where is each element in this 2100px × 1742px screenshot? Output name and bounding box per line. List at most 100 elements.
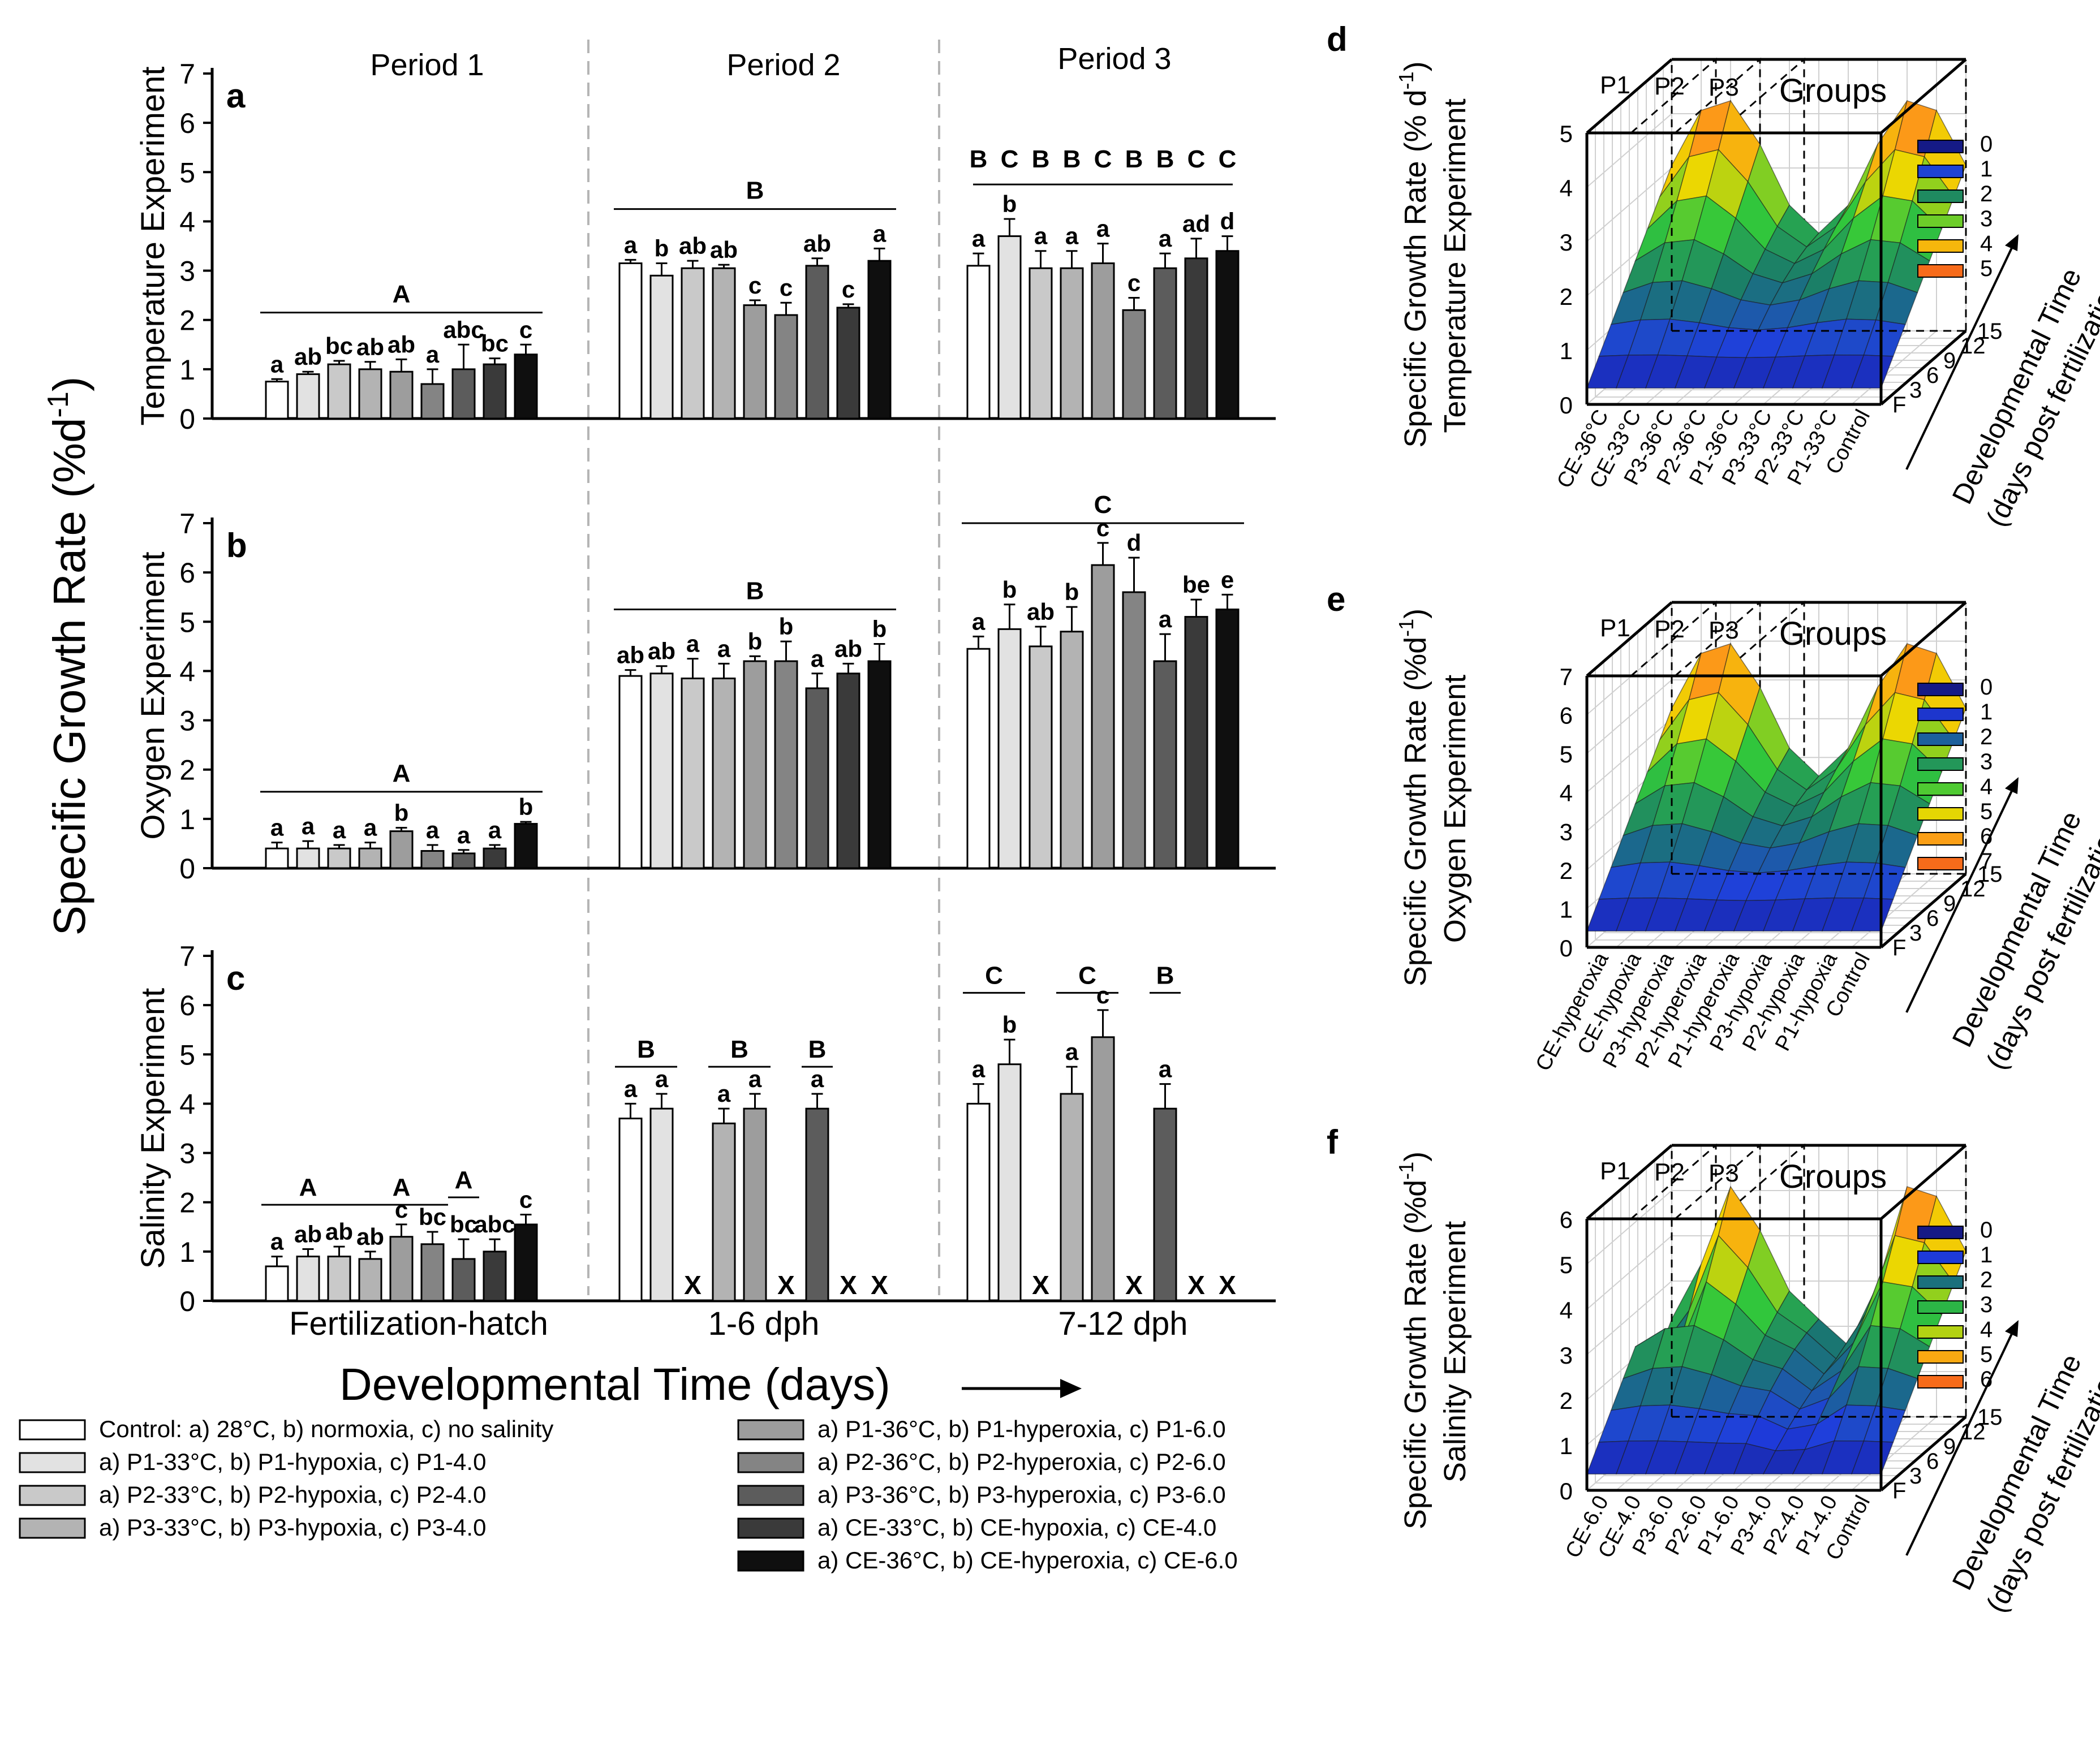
period-label: P1 (1600, 71, 1630, 99)
significance-letter: a (811, 1066, 824, 1092)
colorbar-label: 1 (1980, 157, 1993, 182)
z-tick-label: 2 (1560, 283, 1573, 310)
colorbar-swatch (1917, 1251, 1964, 1264)
bar (451, 1258, 476, 1302)
bar (296, 847, 320, 869)
period-3-label: Period 3 (1057, 42, 1171, 76)
panel-label-e: e (1327, 580, 1345, 618)
bar (649, 1107, 674, 1302)
group-letter: C (1187, 145, 1206, 173)
y-tick-label: 1 (179, 804, 195, 835)
z-tick-label: 3 (1560, 229, 1573, 256)
significance-letter: b (748, 628, 763, 654)
significance-letter: a (624, 1075, 638, 1102)
significance-letter: bc (481, 330, 509, 357)
bar (681, 678, 705, 869)
y-tick-label: 3 (179, 1138, 195, 1170)
bar (712, 678, 736, 869)
x-category-1: Fertilization-hatch (289, 1305, 548, 1342)
panel-ylabel-c: Salinity Experiment (135, 988, 171, 1269)
bar (805, 687, 829, 869)
y-tick-label: 0 (179, 1286, 195, 1317)
time-arrow-head (2005, 234, 2019, 251)
grid-line (1851, 1416, 1937, 1491)
z-tick-label: 5 (1560, 741, 1573, 767)
significance-letter: b (519, 794, 533, 820)
significance-letter: a (302, 813, 315, 839)
significance-letter: b (394, 800, 409, 826)
bar (358, 368, 382, 420)
z-tick-label: 6 (1560, 702, 1573, 729)
bar (1184, 257, 1208, 420)
panel-ylabel-a: Temperature Experiment (135, 66, 171, 425)
significance-letter: ab (294, 343, 322, 370)
significance-letter: a (457, 822, 471, 848)
significance-letter: ab (834, 635, 862, 662)
legend-swatch (19, 1517, 86, 1539)
bar (1060, 631, 1084, 869)
bar (805, 1107, 829, 1302)
bar (389, 830, 414, 869)
surface-ylabel-close: ) (1398, 1152, 1432, 1162)
y-tick-label: 0 (179, 403, 195, 435)
missing-marker: X (1125, 1270, 1143, 1300)
time-tick-label: 3 (1909, 378, 1922, 403)
panel-label-c: c (226, 959, 245, 997)
colorbar-label: 3 (1980, 749, 1993, 774)
bar (1060, 267, 1084, 420)
colorbar-swatch (1917, 165, 1964, 178)
surface-ylabel-experiment: Oxygen Experiment (1438, 675, 1472, 943)
legend: Control: a) 28°C, b) normoxia, c) no sal… (19, 1416, 1238, 1573)
significance-letter: ab (1027, 598, 1055, 625)
legend-item-label: a) P3-33°C, b) P3-hypoxia, c) P3-4.0 (99, 1514, 486, 1541)
missing-marker: X (1219, 1270, 1236, 1300)
significance-letter: a (1159, 1056, 1172, 1083)
y-axis-title: Specific Growth Rate (%d-1) (42, 377, 94, 936)
panel-label-b: b (226, 527, 247, 564)
time-tick-label: 6 (1926, 1449, 1939, 1474)
missing-marker: X (777, 1270, 795, 1300)
bar (836, 672, 860, 869)
z-tick-label: 3 (1560, 818, 1573, 845)
cube-edge (1880, 330, 1967, 406)
significance-letter: a (1065, 1038, 1079, 1065)
group-letter: B (1032, 145, 1050, 173)
bar (389, 370, 414, 420)
surface-ylabel: Specific Growth Rate (%d-1) (1395, 1152, 1432, 1529)
cube-edge (1880, 873, 1967, 948)
colorbar-swatch (1917, 140, 1964, 153)
time-tick-label: 15 (1977, 319, 2003, 344)
significance-letter: abc (443, 316, 484, 343)
significance-letter: a (972, 225, 986, 252)
z-tick-label: 4 (1560, 780, 1573, 807)
significance-letter: a (873, 220, 887, 247)
y-tick-label: 7 (179, 58, 195, 90)
bar (1091, 1036, 1115, 1302)
time-tick-label: F (1892, 935, 1906, 960)
colorbar-swatch (1917, 832, 1964, 846)
bar (1153, 660, 1177, 869)
bar (451, 852, 476, 869)
group-letter: B (637, 1036, 655, 1063)
period-label: P2 (1654, 72, 1685, 100)
significance-letter: be (1182, 571, 1210, 598)
significance-letter: ab (648, 638, 675, 665)
legend-item-label: a) P3-36°C, b) P3-hyperoxia, c) P3-6.0 (817, 1481, 1226, 1508)
colorbar-swatch (1917, 757, 1964, 771)
surface-title: Groups (1779, 1158, 1887, 1195)
y-tick-label: 5 (179, 1039, 195, 1071)
bar (1029, 267, 1053, 420)
period-label: P3 (1709, 1159, 1739, 1187)
group-letter: B (970, 145, 988, 173)
bar (867, 660, 892, 869)
bar (327, 1256, 351, 1302)
bar (743, 1107, 767, 1302)
surface-ylabel: Specific Growth Rate (% d-1) (1395, 61, 1432, 447)
bar (1122, 309, 1146, 420)
bar (1029, 645, 1053, 869)
colorbar-label: 0 (1980, 675, 1993, 700)
significance-letter: d (1220, 208, 1235, 235)
period-label: P2 (1654, 1158, 1685, 1186)
bar (966, 265, 991, 420)
significance-letter: a (426, 341, 440, 368)
